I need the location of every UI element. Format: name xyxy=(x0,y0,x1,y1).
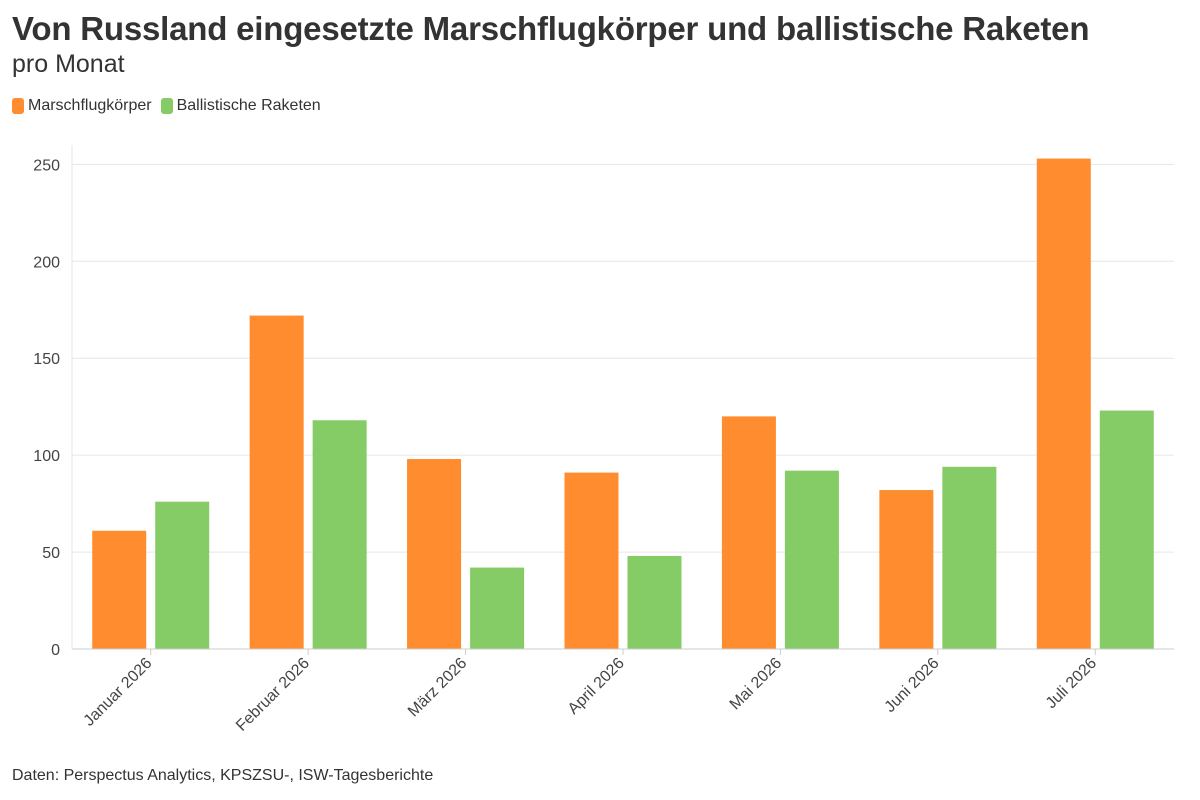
bar-ballistische-raketen-1[interactable]: Ballistische Raketen: 76 xyxy=(155,501,210,649)
bar-ballistische-raketen-4[interactable]: Ballistische Raketen: 48 xyxy=(627,555,682,649)
bar-marschflugkoerper-5[interactable]: Marschflugkörper: 120 xyxy=(721,416,776,649)
chart-subtitle: pro Monat xyxy=(12,50,125,78)
bar-marschflugkoerper-2[interactable]: Marschflugkörper: 172 xyxy=(249,315,304,649)
bar-ballistische-raketen-7[interactable]: Ballistische Raketen: 123 xyxy=(1099,410,1154,649)
y-tick-label-0: 0 xyxy=(51,642,60,659)
chart-legend: Marschflugkörper Ballistische Raketen xyxy=(12,97,330,115)
y-tick-label-200: 200 xyxy=(33,254,60,271)
x-tick-label-3: März 2026 xyxy=(405,655,471,721)
chart-title: Von Russland eingesetzte Marschflugkörpe… xyxy=(12,10,1090,47)
bars-layer: Marschflugkörper: 61Ballistische Raketen… xyxy=(92,158,1154,650)
x-tick-label-5: Mai 2026 xyxy=(727,655,786,714)
source-note: Daten: Perspectus Analytics, KPSZSU-, IS… xyxy=(12,767,434,784)
x-tick-label-4: April 2026 xyxy=(565,655,628,718)
x-tick-label-1: Januar 2026 xyxy=(81,655,156,730)
y-tick-label-50: 50 xyxy=(42,545,60,562)
grid-layer xyxy=(72,163,1174,553)
bar-chart: Marschflugkörper: 61Ballistische Raketen… xyxy=(33,145,1174,735)
bar-marschflugkoerper-7[interactable]: Marschflugkörper: 253 xyxy=(1036,158,1091,650)
bar-marschflugkoerper-4[interactable]: Marschflugkörper: 91 xyxy=(564,472,619,649)
x-tick-label-7: Juli 2026 xyxy=(1043,655,1100,712)
legend-item-marschflugkoerper[interactable]: Marschflugkörper xyxy=(12,97,152,115)
y-tick-label-150: 150 xyxy=(33,351,60,368)
bar-ballistische-raketen-3[interactable]: Ballistische Raketen: 42 xyxy=(470,567,525,649)
y-tick-label-100: 100 xyxy=(33,448,60,465)
legend-label-ballistische-raketen: Ballistische Raketen xyxy=(176,97,321,114)
bar-marschflugkoerper-1[interactable]: Marschflugkörper: 61 xyxy=(92,530,147,649)
x-tick-label-6: Juni 2026 xyxy=(882,655,943,716)
bar-ballistische-raketen-5[interactable]: Ballistische Raketen: 92 xyxy=(784,470,839,649)
legend-label-marschflugkoerper: Marschflugkörper xyxy=(28,97,152,114)
x-tick-label-2: Februar 2026 xyxy=(233,655,313,735)
bar-marschflugkoerper-6[interactable]: Marschflugkörper: 82 xyxy=(879,490,934,649)
legend-swatch-ballistische-raketen xyxy=(160,98,173,114)
legend-swatch-marschflugkoerper xyxy=(12,98,24,114)
legend-item-ballistische-raketen[interactable]: Ballistische Raketen xyxy=(160,97,321,115)
y-tick-label-250: 250 xyxy=(33,157,60,174)
bar-ballistische-raketen-2[interactable]: Ballistische Raketen: 118 xyxy=(312,420,367,649)
bar-marschflugkoerper-3[interactable]: Marschflugkörper: 98 xyxy=(407,459,462,649)
bar-ballistische-raketen-6[interactable]: Ballistische Raketen: 94 xyxy=(942,466,997,649)
